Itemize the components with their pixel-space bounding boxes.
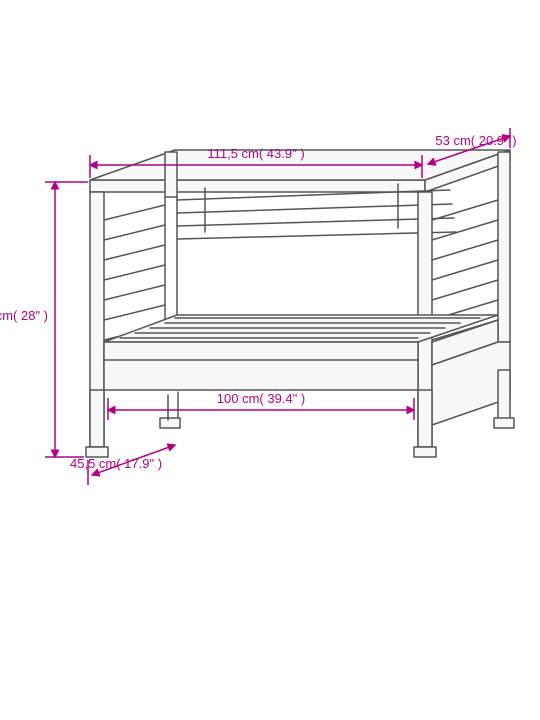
dim-inner-width: 100 cm( 39.4" ) <box>217 391 305 406</box>
dim-height-left: 71 cm( 28" ) <box>0 308 48 323</box>
bench-diagram: 111,5 cm( 43.9" ) 53 cm( 20.9" ) 45,5 cm… <box>0 0 540 720</box>
dim-seat-depth: 45,5 cm( 17.9" ) <box>70 456 162 471</box>
dim-depth-top: 53 cm( 20.9" ) <box>435 133 516 148</box>
dim-width-top: 111,5 cm( 43.9" ) <box>207 146 304 161</box>
bench-drawing <box>86 150 514 457</box>
